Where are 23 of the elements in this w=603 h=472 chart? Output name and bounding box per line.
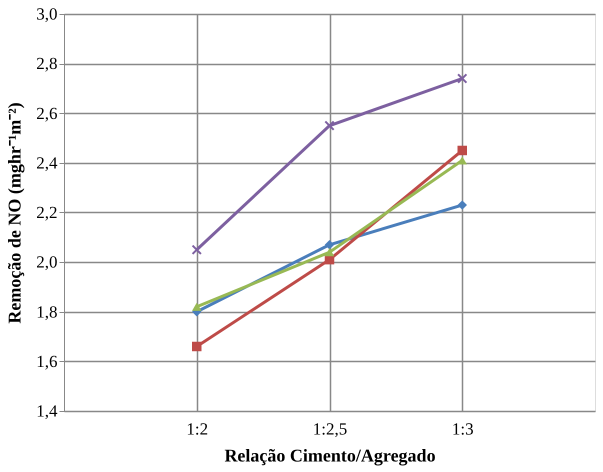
point	[324, 240, 334, 250]
point	[458, 200, 467, 210]
point	[457, 73, 468, 84]
y-tick-label: 2,0	[36, 252, 58, 272]
y-tick-label: 1,8	[36, 302, 58, 322]
x-tick-label: 1:3	[452, 420, 474, 438]
x-axis-title: Relação Cimento/Agregado	[224, 446, 436, 466]
y-tick-label: 2,6	[36, 104, 58, 123]
point	[324, 120, 335, 131]
x-tick-label: 1:2	[186, 420, 208, 438]
point	[192, 342, 202, 352]
point	[458, 146, 467, 156]
y-tick-label: 1,6	[36, 352, 58, 371]
y-tick-label: 1,4	[36, 402, 58, 420]
point	[192, 244, 202, 255]
y-tick-label: 2,2	[36, 203, 58, 222]
point	[324, 248, 334, 256]
y-tick-label: 2,4	[36, 153, 58, 172]
y-tick-label: 3,0	[36, 4, 58, 24]
point	[192, 302, 202, 311]
y-axis-title: Remoção de NO (mghr⁻¹m⁻²)	[4, 102, 24, 324]
y-tick-label: 2,8	[36, 54, 58, 74]
x-tick-label: 1:2,5	[312, 420, 348, 438]
